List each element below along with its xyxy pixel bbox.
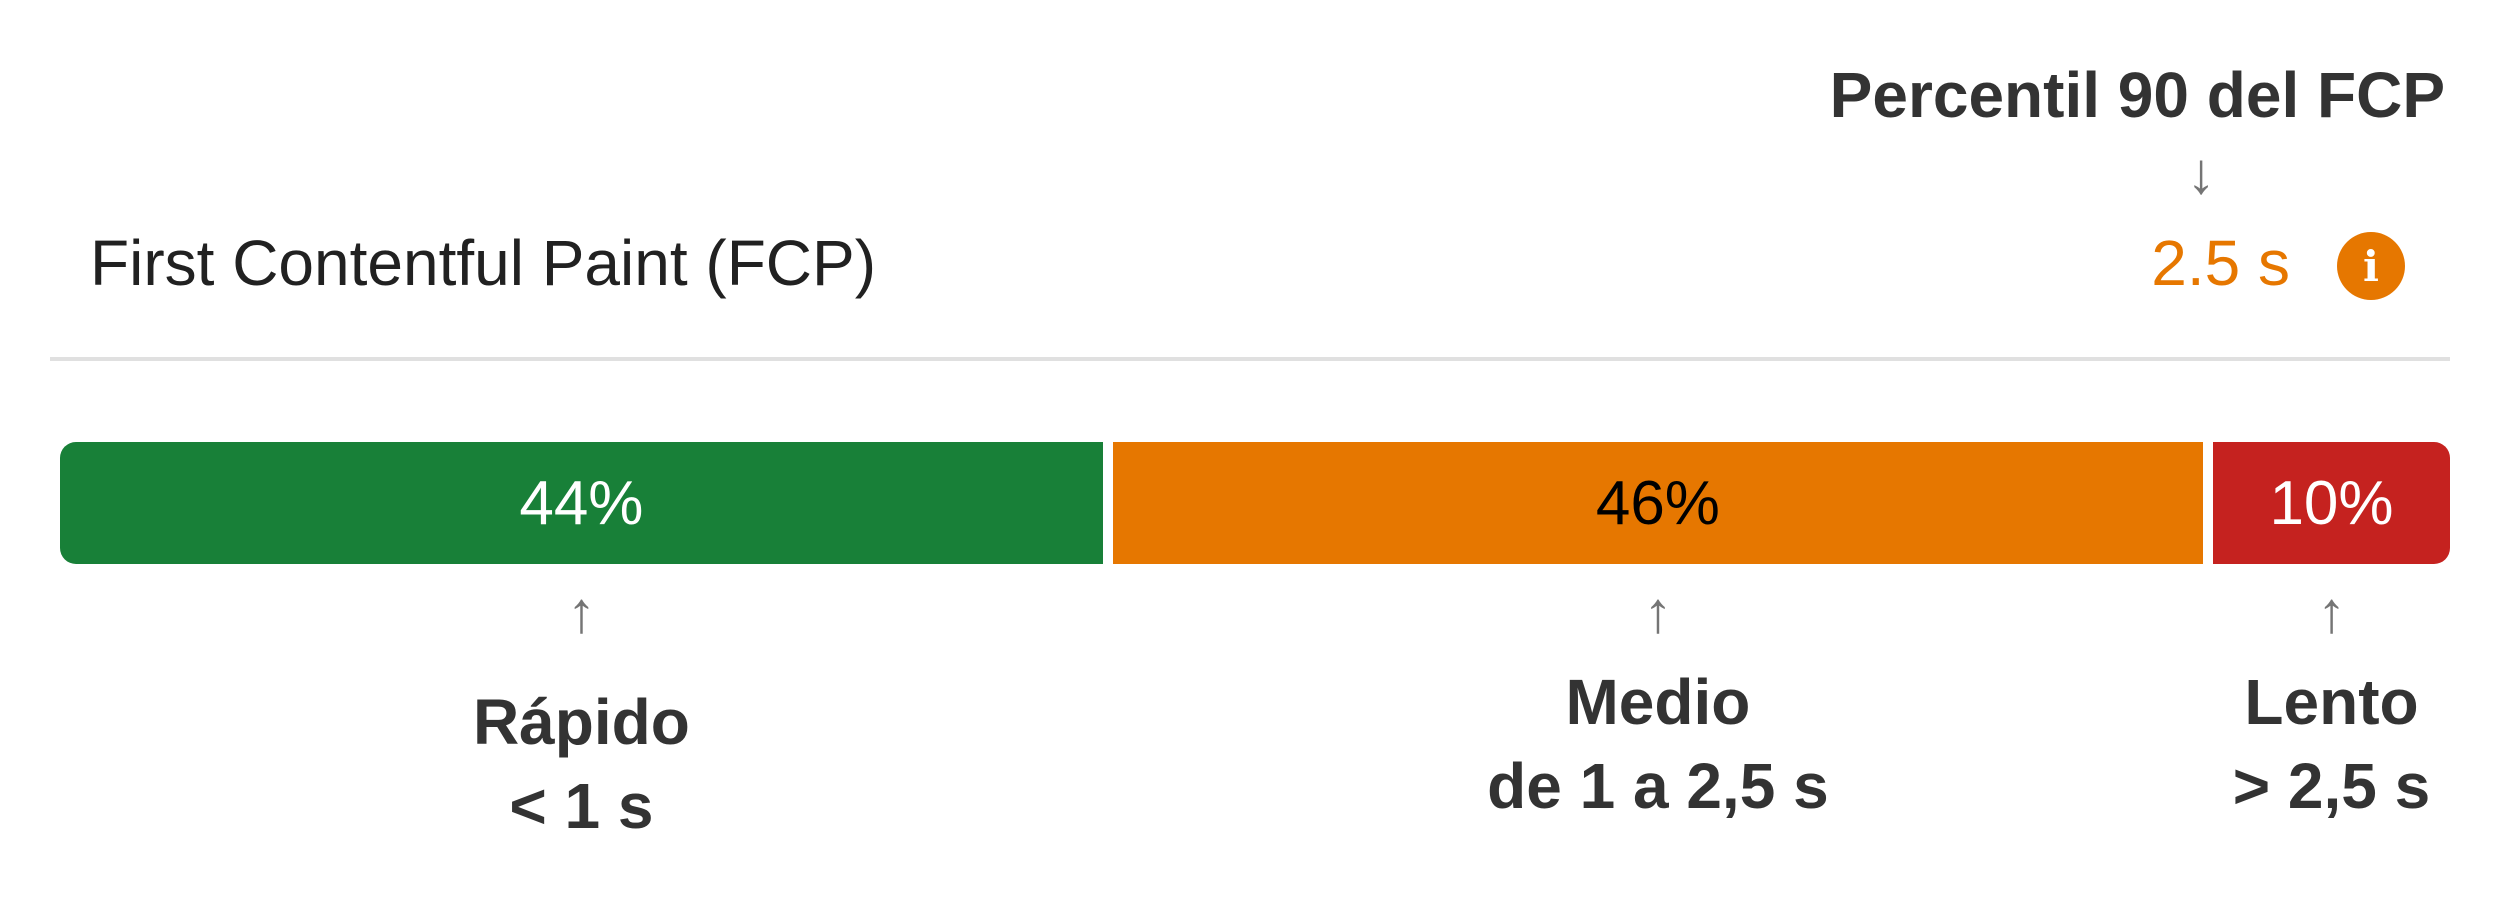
bucket-range: > 2,5 s xyxy=(2232,750,2431,822)
arrow-up-icon: ↑ xyxy=(566,580,596,645)
arrow-up-icon: ↑ xyxy=(1643,580,1673,645)
bucket-range: de 1 a 2,5 s xyxy=(1487,750,1829,822)
distribution-bar: 44% 46% 10% xyxy=(60,442,2450,564)
info-icon[interactable]: i xyxy=(2337,232,2405,300)
bucket-range: < 1 s xyxy=(509,770,654,842)
bucket-category: Medio xyxy=(1565,666,1751,738)
bucket-label-fast: Rápido < 1 s xyxy=(331,680,831,848)
arrow-down-icon: ↓ xyxy=(2186,141,2216,206)
bucket-category: Rápido xyxy=(472,686,690,758)
bucket-category: Lento xyxy=(2244,666,2419,738)
segment-gap xyxy=(1102,442,1113,564)
segment-fast: 44% xyxy=(60,442,1103,564)
segment-gap xyxy=(2202,442,2213,564)
bucket-label-average: Medio de 1 a 2,5 s xyxy=(1408,660,1908,828)
percentile-heading: Percentil 90 del FCP xyxy=(1829,59,2445,131)
divider xyxy=(50,357,2450,361)
segment-slow: 10% xyxy=(2212,442,2450,564)
arrow-up-icon: ↑ xyxy=(2317,580,2346,645)
metric-value: 2.5 s xyxy=(2151,227,2290,299)
segment-average: 46% xyxy=(1112,442,2203,564)
bucket-label-slow: Lento > 2,5 s xyxy=(2082,660,2500,828)
metric-title: First Contentful Paint (FCP) xyxy=(90,227,876,299)
